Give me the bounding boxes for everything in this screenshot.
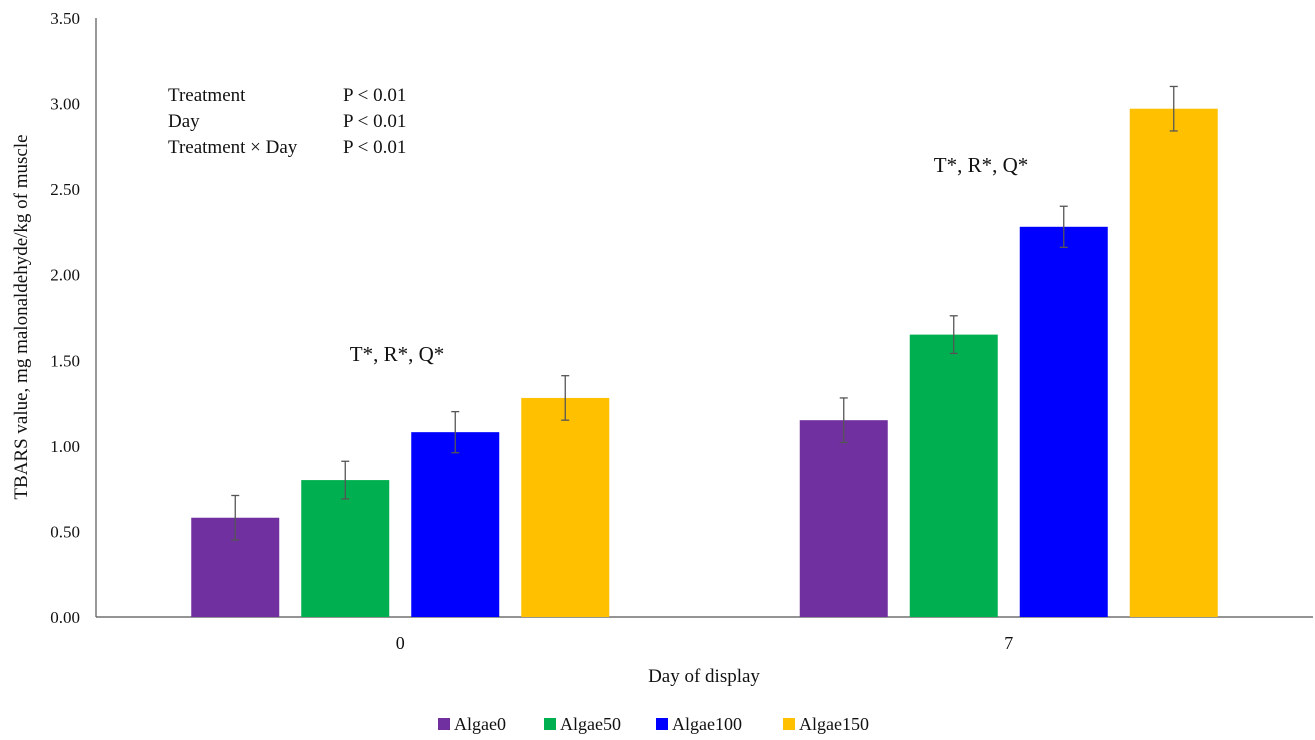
- y-tick-label: 1.00: [50, 437, 80, 456]
- y-tick-label: 2.00: [50, 266, 80, 285]
- legend-label: Algae150: [799, 714, 869, 734]
- stats-effect-label: Day: [168, 111, 200, 132]
- y-axis-label: TBARS value, mg malonaldehyde/kg of musc…: [11, 134, 32, 499]
- significance-annotation: T*, R*, Q*: [350, 342, 445, 366]
- error-bars: [231, 85, 1178, 541]
- stats-effect-label: Treatment: [168, 85, 246, 106]
- bar-algae0-day-7: [799, 420, 888, 617]
- legend-item: Algae100: [656, 714, 742, 734]
- y-tick-labels: 0.00 0.50 1.00 1.50 2.00 2.50 3.00 3.50: [50, 9, 80, 627]
- legend-label: Algae0: [454, 714, 506, 734]
- group-annotations: T*, R*, Q* T*, R*, Q*: [350, 153, 1029, 366]
- bar-algae150-day-7: [1129, 108, 1218, 617]
- legend-swatch: [544, 718, 556, 730]
- error-bar: [561, 375, 570, 421]
- legend-item: Algae50: [544, 714, 621, 734]
- y-tick-label: 0.50: [50, 522, 80, 541]
- y-tick-label: 2.50: [50, 180, 80, 199]
- legend-label: Algae100: [672, 714, 742, 734]
- x-axis-label: Day of display: [648, 666, 760, 687]
- error-bar: [1059, 205, 1068, 248]
- x-tick-label: 7: [1004, 633, 1013, 653]
- legend: Algae0 Algae50 Algae100 Algae150: [438, 714, 869, 734]
- error-bar: [231, 494, 240, 541]
- legend-label: Algae50: [560, 714, 621, 734]
- stats-effect-label: Treatment × Day: [168, 137, 298, 158]
- error-bar: [1169, 85, 1178, 132]
- legend-swatch: [438, 718, 450, 730]
- stats-p-value: P < 0.01: [343, 111, 406, 132]
- y-tick-label: 0.00: [50, 608, 80, 627]
- legend-swatch: [783, 718, 795, 730]
- stats-p-value: P < 0.01: [343, 137, 406, 158]
- x-tick-label: 0: [396, 633, 405, 653]
- legend-item: Algae150: [783, 714, 869, 734]
- y-tick-label: 1.50: [50, 351, 80, 370]
- stats-p-value: P < 0.01: [343, 85, 406, 106]
- bar-algae50-day-7: [909, 334, 998, 617]
- y-tick-label: 3.00: [50, 95, 80, 114]
- error-bar: [341, 460, 350, 500]
- stats-table: Treatment P < 0.01 Day P < 0.01 Treatment × …: [168, 85, 406, 158]
- error-bar: [451, 410, 460, 454]
- error-bar: [949, 315, 958, 355]
- bar-algae150-day-0: [521, 397, 610, 617]
- bars: [191, 108, 1218, 617]
- y-tick-label: 3.50: [50, 9, 80, 28]
- significance-annotation: T*, R*, Q*: [934, 153, 1029, 177]
- bar-algae50-day-0: [301, 480, 390, 617]
- bar-algae100-day-7: [1019, 226, 1108, 617]
- error-bar: [839, 397, 848, 444]
- axes: [95, 18, 1313, 618]
- legend-item: Algae0: [438, 714, 506, 734]
- bar-algae100-day-0: [411, 432, 500, 617]
- legend-swatch: [656, 718, 668, 730]
